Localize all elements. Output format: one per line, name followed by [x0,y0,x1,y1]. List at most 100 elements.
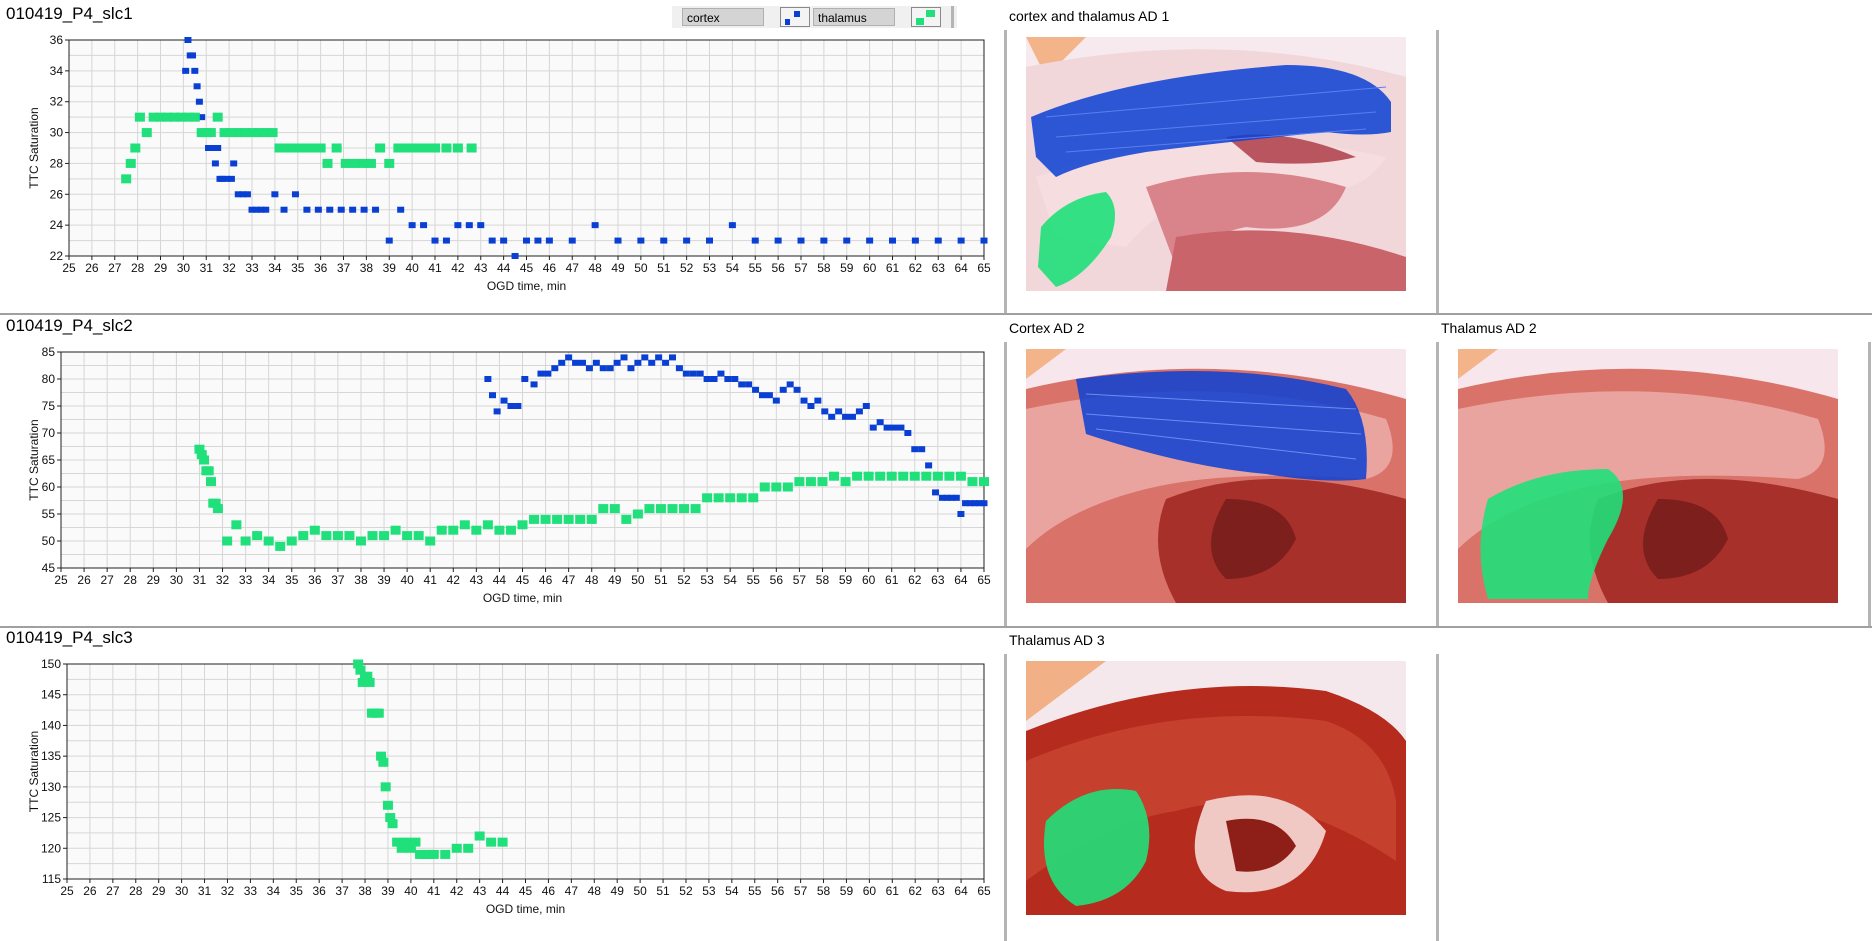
x-tick-label: 62 [909,884,923,898]
x-tick-label: 38 [358,884,372,898]
x-tick-label: 51 [657,261,671,275]
data-point-thalamus [169,112,180,122]
x-tick-label: 54 [725,884,739,898]
x-tick-label: 52 [680,261,694,275]
data-point-thalamus [322,158,333,168]
x-tick-label: 64 [954,261,968,275]
data-point-thalamus [875,471,886,481]
x-tick-label: 52 [677,573,691,587]
y-tick-label: 115 [42,872,61,886]
data-point-cortex [772,397,780,404]
divider [1436,30,1439,313]
divider [1004,30,1007,313]
x-tick-label: 36 [314,261,328,275]
y-axis-label: TTC Saturation [27,731,41,812]
x-tick-label: 43 [474,261,488,275]
x-tick-label: 30 [177,261,191,275]
x-tick-label: 56 [771,884,785,898]
x-axis-label: OGD time, min [483,591,562,605]
data-point-thalamus [219,128,230,138]
data-point-thalamus [205,128,216,138]
data-point-thalamus [240,128,251,138]
x-tick-label: 45 [519,884,533,898]
y-tick-label: 30 [50,126,64,140]
data-point-thalamus [233,128,244,138]
legend-swatch-thalamus[interactable] [911,7,941,27]
data-point-cortex [198,114,206,121]
data-point-thalamus [644,504,655,514]
data-point-thalamus [362,671,373,681]
x-tick-label: 60 [863,261,877,275]
data-point-cortex [572,359,580,366]
data-point-thalamus [349,158,360,168]
data-point-cortex [786,381,794,388]
x-tick-label: 33 [245,261,259,275]
x-tick-label: 28 [131,261,145,275]
data-point-thalamus [598,504,609,514]
x-tick-label: 36 [312,884,326,898]
x-tick-label: 27 [108,261,122,275]
brain-slice-image-thalamus-3 [1026,661,1406,915]
data-point-cortex [280,206,288,213]
data-point-thalamus [375,143,386,153]
data-point-cortex [537,370,545,377]
x-tick-label: 64 [954,573,968,587]
data-point-cortex [683,237,691,244]
y-tick-label: 65 [42,453,56,467]
data-point-thalamus [222,536,233,546]
x-tick-label: 33 [239,573,253,587]
y-tick-label: 85 [42,345,56,359]
y-tick-label: 34 [50,64,64,78]
data-point-cortex [195,98,203,105]
data-point-thalamus [690,504,701,514]
data-point-thalamus [344,531,355,541]
data-point-cortex [731,376,739,382]
x-tick-label: 41 [428,261,442,275]
x-tick-label: 41 [427,884,441,898]
data-point-cortex [271,191,279,198]
data-point-thalamus [944,471,955,481]
data-point-cortex [514,403,522,409]
brain-slice-image-1 [1026,37,1406,291]
data-point-cortex [696,370,704,377]
data-point-thalamus [274,143,285,153]
data-point-thalamus [863,471,874,481]
data-point-cortex [820,237,828,244]
data-point-cortex [952,494,960,501]
x-tick-label: 48 [588,884,602,898]
data-point-cortex [218,175,226,182]
x-tick-label: 48 [588,261,602,275]
data-point-thalamus [281,143,292,153]
x-tick-label: 55 [748,884,762,898]
data-point-cortex [349,206,357,213]
divider [1004,654,1007,941]
data-point-cortex [918,446,926,453]
data-point-cortex [883,424,891,431]
data-point-thalamus [295,143,306,153]
y-tick-label: 50 [42,534,56,548]
data-point-cortex [182,67,190,74]
x-tick-label: 60 [862,573,876,587]
data-point-cortex [793,386,801,393]
data-point-cortex [243,191,251,198]
x-tick-label: 35 [285,573,299,587]
x-tick-label: 43 [473,884,487,898]
data-point-thalamus [471,525,482,535]
x-tick-label: 40 [400,573,414,587]
data-point-thalamus [540,514,551,524]
data-point-cortex [189,52,197,59]
data-point-cortex [484,376,492,382]
data-point-cortex [641,354,649,361]
data-point-cortex [828,413,836,420]
legend-swatch-cortex[interactable] [780,7,810,27]
data-point-thalamus [440,849,451,859]
data-point-cortex [234,191,242,198]
data-point-thalamus [979,477,989,487]
data-point-cortex [855,408,863,415]
data-point-thalamus [748,493,759,503]
data-point-cortex [821,408,829,415]
y-tick-label: 60 [42,480,56,494]
panel-2-title: 010419_P4_slc2 [6,316,133,335]
x-tick-label: 29 [147,573,161,587]
data-point-thalamus [226,128,237,138]
